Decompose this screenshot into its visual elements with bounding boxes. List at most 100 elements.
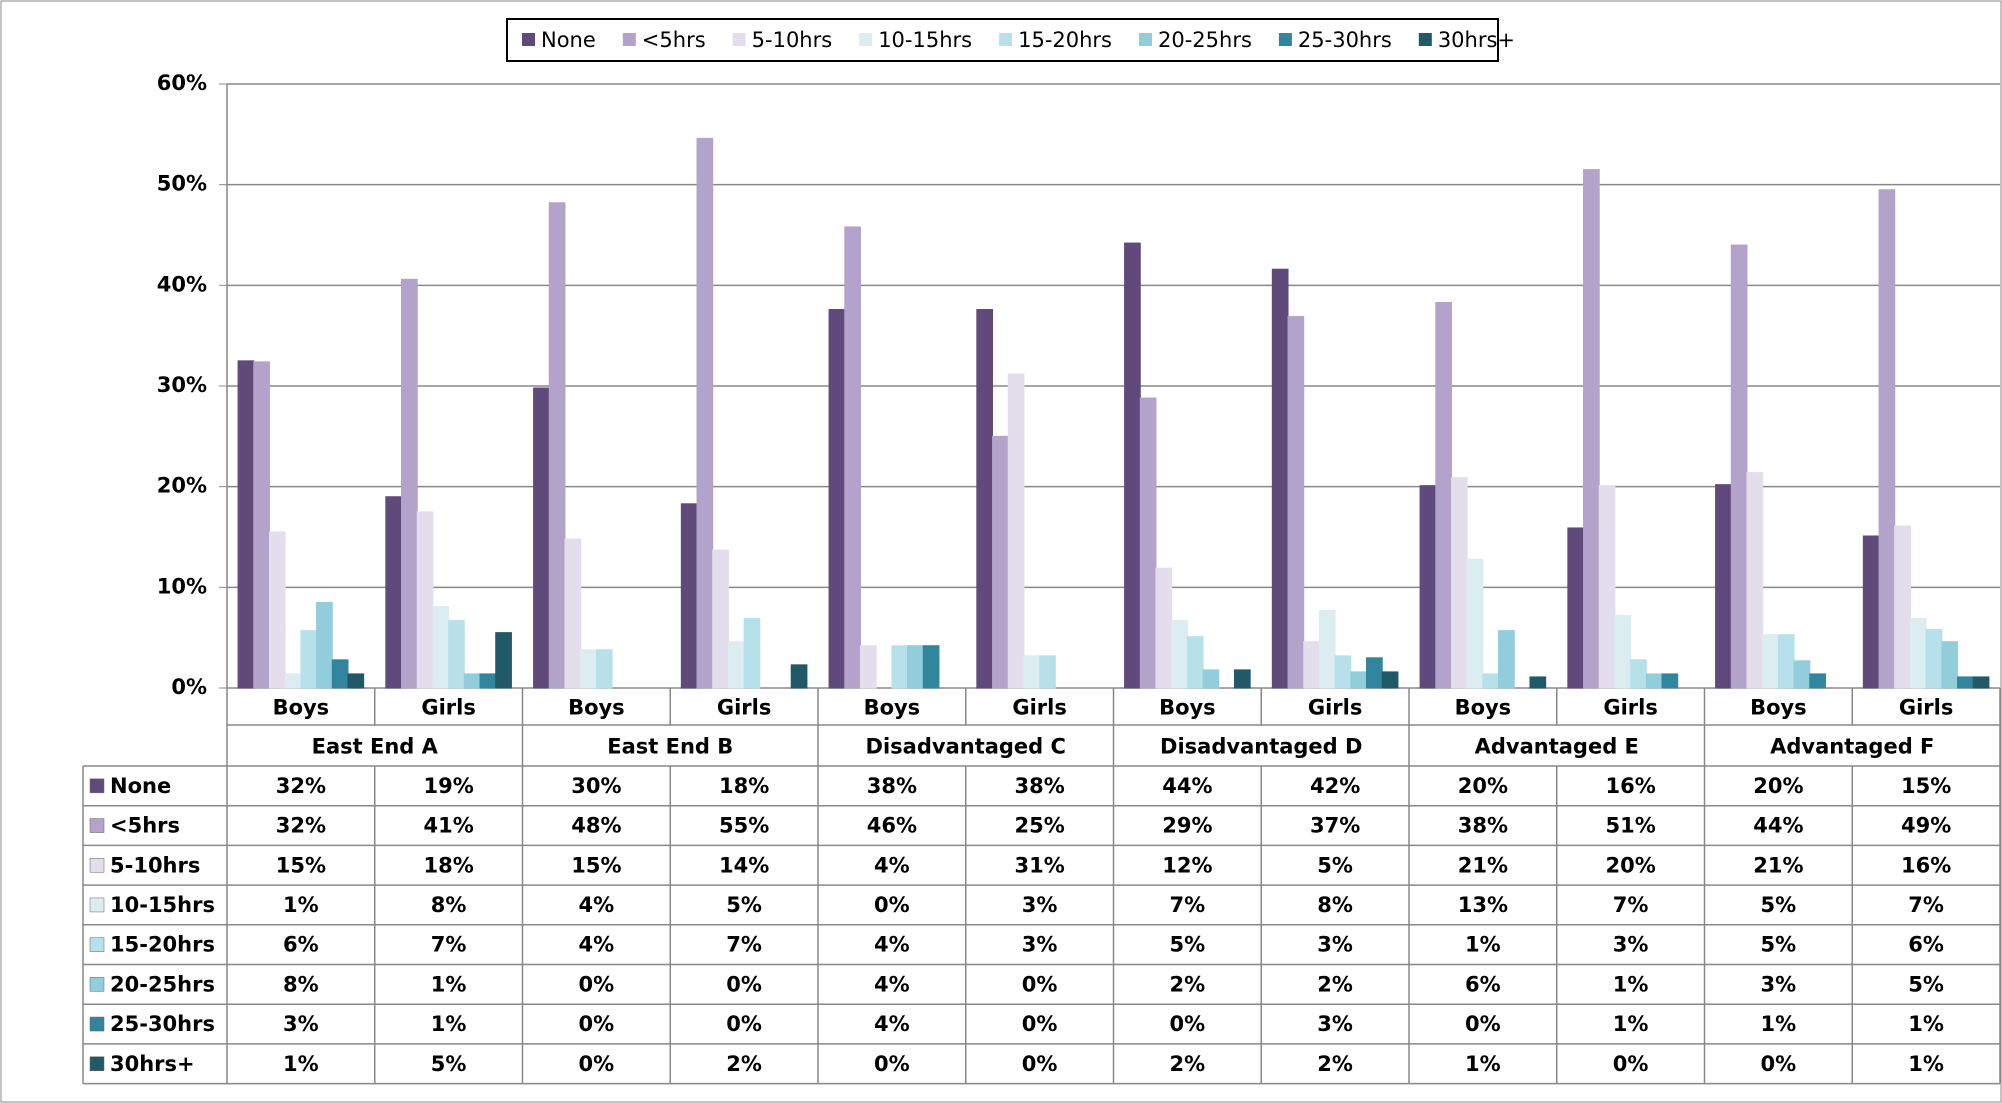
table-value: 42% [1310, 774, 1360, 798]
bar [1202, 669, 1220, 689]
table-value: 1% [1613, 1012, 1649, 1036]
bar [1482, 673, 1500, 689]
row-label: 15-20hrs [110, 933, 215, 957]
legend-label: 10-15hrs [878, 28, 972, 52]
table-value: 32% [276, 814, 326, 838]
legend-key [89, 937, 105, 952]
table-value: 2% [1170, 1052, 1206, 1076]
table-value: 15% [571, 853, 621, 877]
table-value: 1% [1908, 1052, 1944, 1076]
table-value: 44% [1162, 774, 1212, 798]
category-label: Girls [717, 696, 772, 720]
legend-key [89, 1016, 105, 1032]
bar [1957, 676, 1974, 689]
bar [1186, 636, 1204, 689]
table-value: 16% [1901, 853, 1951, 877]
table-value: 1% [283, 893, 319, 917]
bar [1435, 301, 1452, 689]
table-value: 30% [571, 774, 621, 798]
bar [1366, 657, 1383, 689]
bar [680, 503, 698, 689]
bar [595, 649, 613, 689]
table-value: 0% [1465, 1012, 1501, 1036]
table-value: 13% [1458, 893, 1508, 917]
bar [316, 601, 333, 689]
table-value: 7% [1170, 893, 1206, 917]
row-label: 20-25hrs [110, 972, 215, 996]
legend-key [999, 33, 1013, 46]
bar [1941, 641, 1959, 689]
table-value: 5% [1170, 933, 1206, 957]
table-value: 6% [283, 933, 319, 957]
bar [533, 387, 550, 689]
row-label: <5hrs [110, 814, 180, 838]
bar [416, 511, 434, 689]
y-tick-label: 40% [157, 272, 207, 296]
table-value: 1% [1465, 1052, 1501, 1076]
bar [844, 226, 861, 689]
bar [696, 137, 714, 689]
table-value: 0% [1613, 1052, 1649, 1076]
bar [1124, 242, 1141, 689]
table-value: 5% [1761, 893, 1797, 917]
bar [1271, 268, 1289, 689]
table-value: 0% [1761, 1052, 1797, 1076]
table-value: 4% [579, 933, 615, 957]
bar [580, 649, 597, 689]
bar [284, 673, 302, 689]
category-label: Girls [1899, 696, 1954, 720]
table-value: 2% [726, 1052, 762, 1076]
table-value: 19% [423, 774, 473, 798]
table-value: 0% [874, 1052, 910, 1076]
table-value: 38% [1458, 814, 1508, 838]
bar [891, 645, 909, 689]
bar [331, 659, 349, 689]
legend-label: None [541, 28, 596, 52]
table-value: 4% [874, 933, 910, 957]
table-value: 3% [1761, 972, 1797, 996]
legend-key [89, 1056, 105, 1071]
bar [1287, 316, 1305, 689]
bar [1972, 676, 1990, 689]
bar [1139, 397, 1157, 689]
bar [1303, 641, 1320, 689]
bar [1598, 485, 1616, 689]
legend-label: 15-20hrs [1018, 28, 1112, 52]
bar [1715, 484, 1732, 689]
table-value: 7% [431, 933, 467, 957]
row-label: 5-10hrs [110, 853, 200, 877]
bar [1450, 477, 1468, 689]
bar [347, 673, 365, 689]
table-value: 38% [1014, 774, 1064, 798]
table-value: 8% [283, 972, 319, 996]
table-value: 48% [571, 814, 621, 838]
table-value: 49% [1901, 814, 1951, 838]
table-value: 1% [283, 1052, 319, 1076]
table-value: 1% [1761, 1012, 1797, 1036]
bar [253, 361, 270, 689]
table-value: 1% [1613, 972, 1649, 996]
table-value: 32% [276, 774, 326, 798]
bar [463, 673, 481, 689]
category-label: Girls [1012, 696, 1067, 720]
table-value: 0% [726, 1012, 762, 1036]
bar [495, 632, 512, 689]
table-value: 3% [1317, 933, 1353, 957]
legend-key [1418, 33, 1432, 46]
legend-label: 5-10hrs [752, 28, 833, 52]
table-value: 18% [423, 853, 473, 877]
category-label: Girls [421, 696, 476, 720]
group-label: Disadvantaged D [1160, 735, 1362, 759]
table-value: 7% [1613, 893, 1649, 917]
table-value: 0% [579, 972, 615, 996]
table-value: 25% [1014, 814, 1064, 838]
table-value: 20% [1605, 853, 1655, 877]
row-label: 30hrs+ [110, 1052, 195, 1076]
bar [712, 549, 729, 689]
bar [1023, 655, 1041, 689]
table-value: 5% [1908, 972, 1944, 996]
group-label: Advantaged E [1475, 735, 1639, 759]
table-value: 0% [726, 972, 762, 996]
row-label: 25-30hrs [110, 1012, 215, 1036]
bar [237, 360, 255, 689]
